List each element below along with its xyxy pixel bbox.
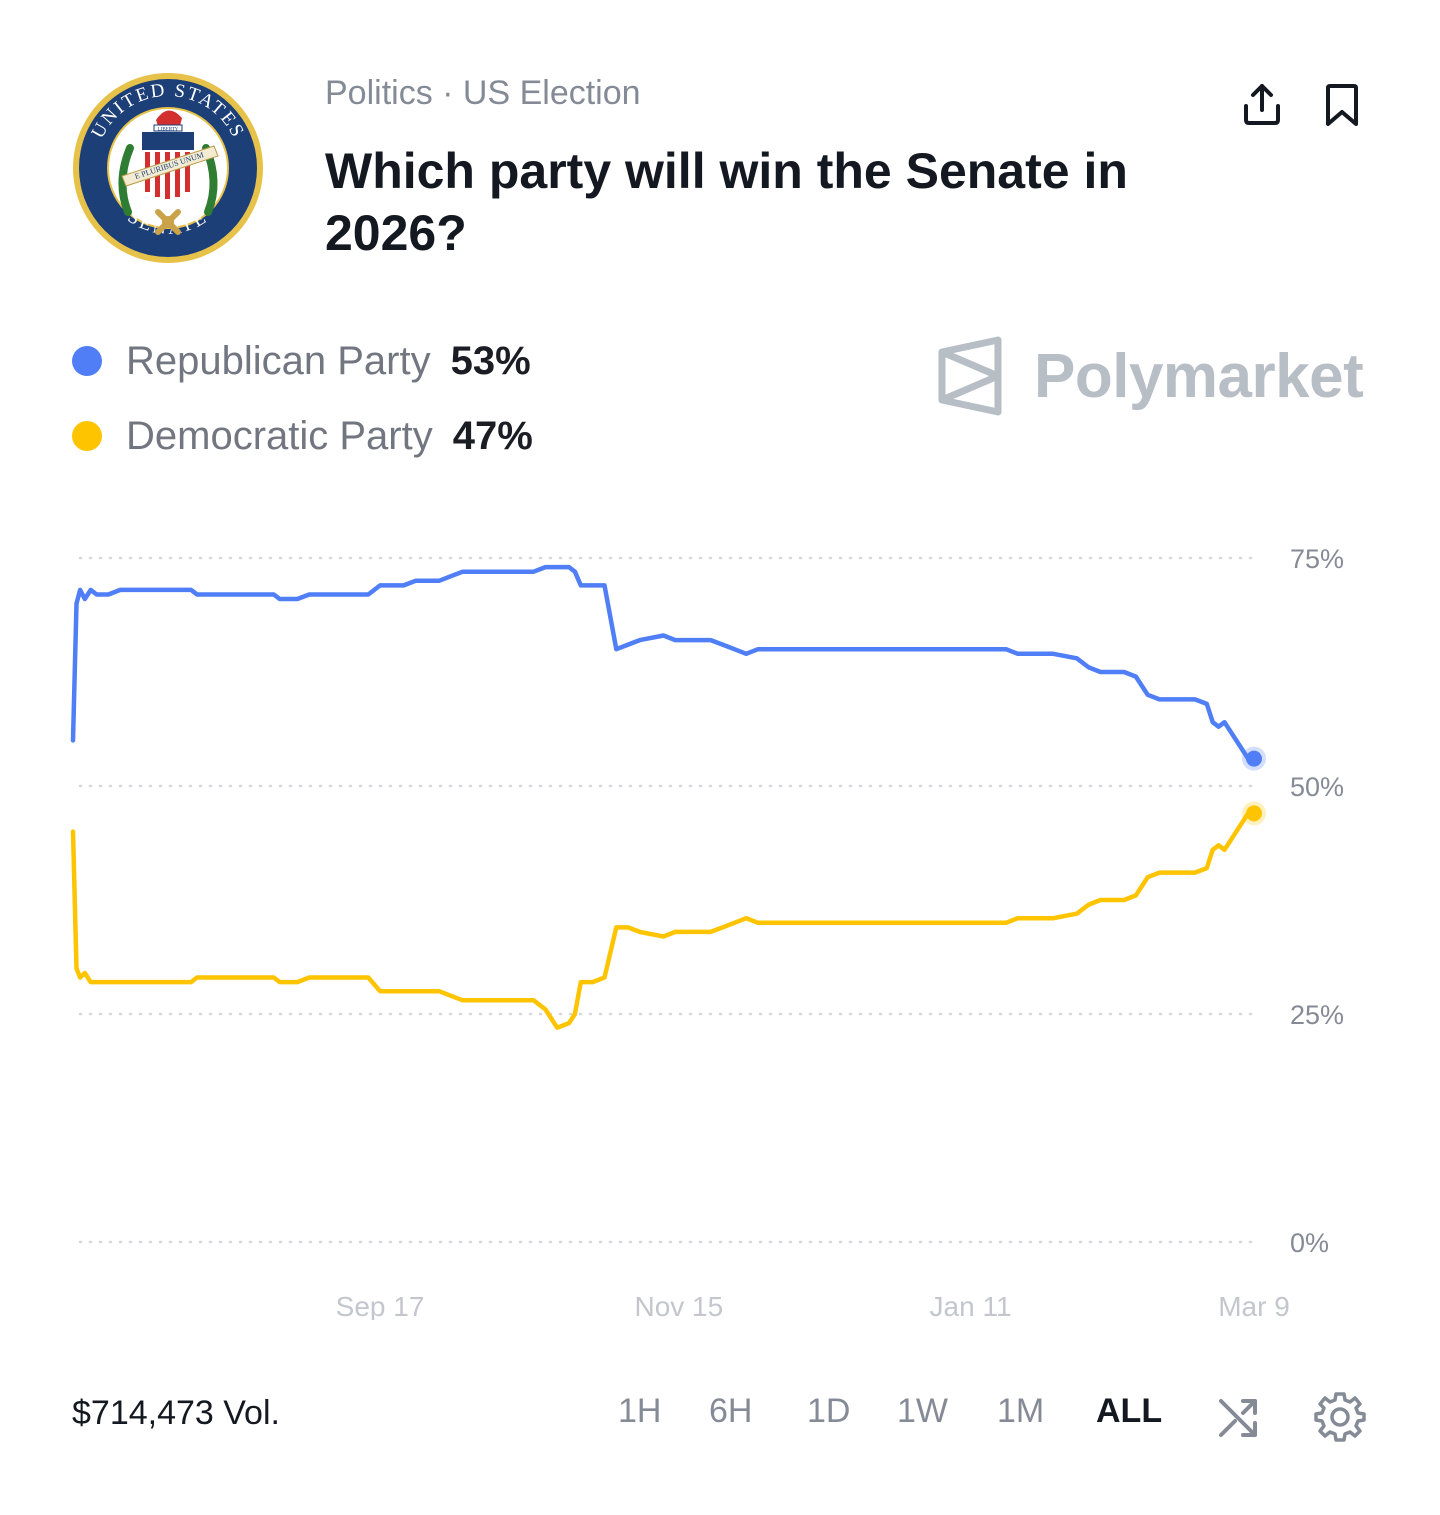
series-endpoint-marker [1246, 750, 1262, 767]
polymarket-watermark: Polymarket [936, 334, 1364, 418]
x-tick-label: Mar 9 [1218, 1291, 1290, 1320]
share-icon [1244, 84, 1280, 125]
brand-name: Polymarket [1034, 341, 1364, 411]
legend-percent: 53% [450, 338, 531, 383]
y-tick-label: 25% [1290, 1000, 1344, 1030]
range-button-1d[interactable]: 1D [807, 1392, 851, 1430]
y-tick-label: 75% [1290, 544, 1344, 574]
legend-name: Republican Party [126, 338, 431, 383]
x-tick-label: Nov 15 [634, 1291, 723, 1320]
y-tick-label: 50% [1290, 772, 1344, 802]
market-title: Which party will win the Senate in 2026? [325, 143, 1128, 261]
range-button-1m[interactable]: 1M [997, 1392, 1045, 1430]
range-button-6h[interactable]: 6H [709, 1392, 753, 1430]
seal-cap-text: LIBERTY [158, 128, 179, 133]
bookmark-button[interactable] [1314, 76, 1370, 132]
senate-seal-logo-icon: UNITED STATES SENATE LIBERTY E PLURIBUS … [72, 72, 264, 264]
bookmark-icon [1326, 84, 1358, 126]
range-button-1h[interactable]: 1H [618, 1392, 662, 1430]
settings-gear-icon [1314, 1392, 1366, 1442]
x-tick-label: Sep 17 [336, 1291, 425, 1320]
series-endpoint-marker [1246, 805, 1262, 822]
x-tick-label: Jan 11 [930, 1291, 1012, 1320]
shuffle-icon [1219, 1399, 1257, 1437]
range-button-all[interactable]: ALL [1096, 1392, 1163, 1430]
democratic-series-line [70, 811, 1257, 1030]
share-button[interactable] [1234, 76, 1290, 132]
republican-dot-icon [72, 346, 102, 376]
polymarket-logo-icon [938, 336, 1002, 416]
market-category-breadcrumb[interactable]: Politics · US Election [325, 74, 641, 112]
range-button-1w[interactable]: 1W [897, 1392, 948, 1430]
y-tick-label: 0% [1290, 1228, 1329, 1258]
legend-item-republican: Republican Party 53% [72, 336, 531, 386]
legend-percent: 47% [452, 413, 533, 458]
shuffle-button[interactable] [1212, 1388, 1268, 1444]
legend-item-democratic: Democratic Party 47% [72, 411, 533, 461]
volume-label: $714,473 Vol. [72, 1394, 280, 1432]
price-history-chart[interactable]: 75% 50% 25% 0% Sep 17 Nov 15 Jan 11 Mar 9 [0, 520, 1440, 1320]
settings-button[interactable] [1312, 1388, 1368, 1444]
legend-name: Democratic Party [126, 413, 433, 458]
democratic-dot-icon [72, 421, 102, 451]
republican-series-line [70, 564, 1257, 761]
